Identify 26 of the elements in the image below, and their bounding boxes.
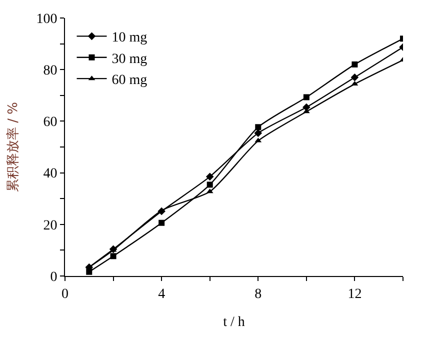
x-tick-label: 8 (254, 286, 262, 302)
x-tick-label: 12 (348, 286, 362, 302)
point (350, 73, 359, 82)
point (302, 103, 310, 112)
y-tick-label: 80 (43, 64, 58, 78)
point (86, 268, 92, 275)
point (254, 129, 262, 137)
y-axis-title: 累积释放率 / % (5, 102, 22, 192)
legend-label: 60 mg (112, 73, 148, 88)
point (352, 61, 358, 68)
legend-label: 30 mg (112, 52, 148, 67)
point (110, 253, 116, 260)
y-tick-label: 100 (36, 12, 58, 27)
x-axis-title: t / h (223, 315, 245, 330)
x-tick-label: 4 (158, 286, 166, 302)
y-tick-label: 20 (43, 218, 58, 234)
point (206, 172, 214, 181)
x-tick-label: 0 (62, 286, 68, 302)
point (255, 124, 262, 130)
point (206, 182, 213, 188)
point (303, 94, 310, 100)
y-tick-label: 40 (43, 166, 58, 182)
legend-label: 10 mg (112, 30, 148, 46)
y-tick-label: 60 (43, 115, 58, 130)
y-tick-label: 0 (50, 270, 58, 285)
point (158, 220, 165, 226)
